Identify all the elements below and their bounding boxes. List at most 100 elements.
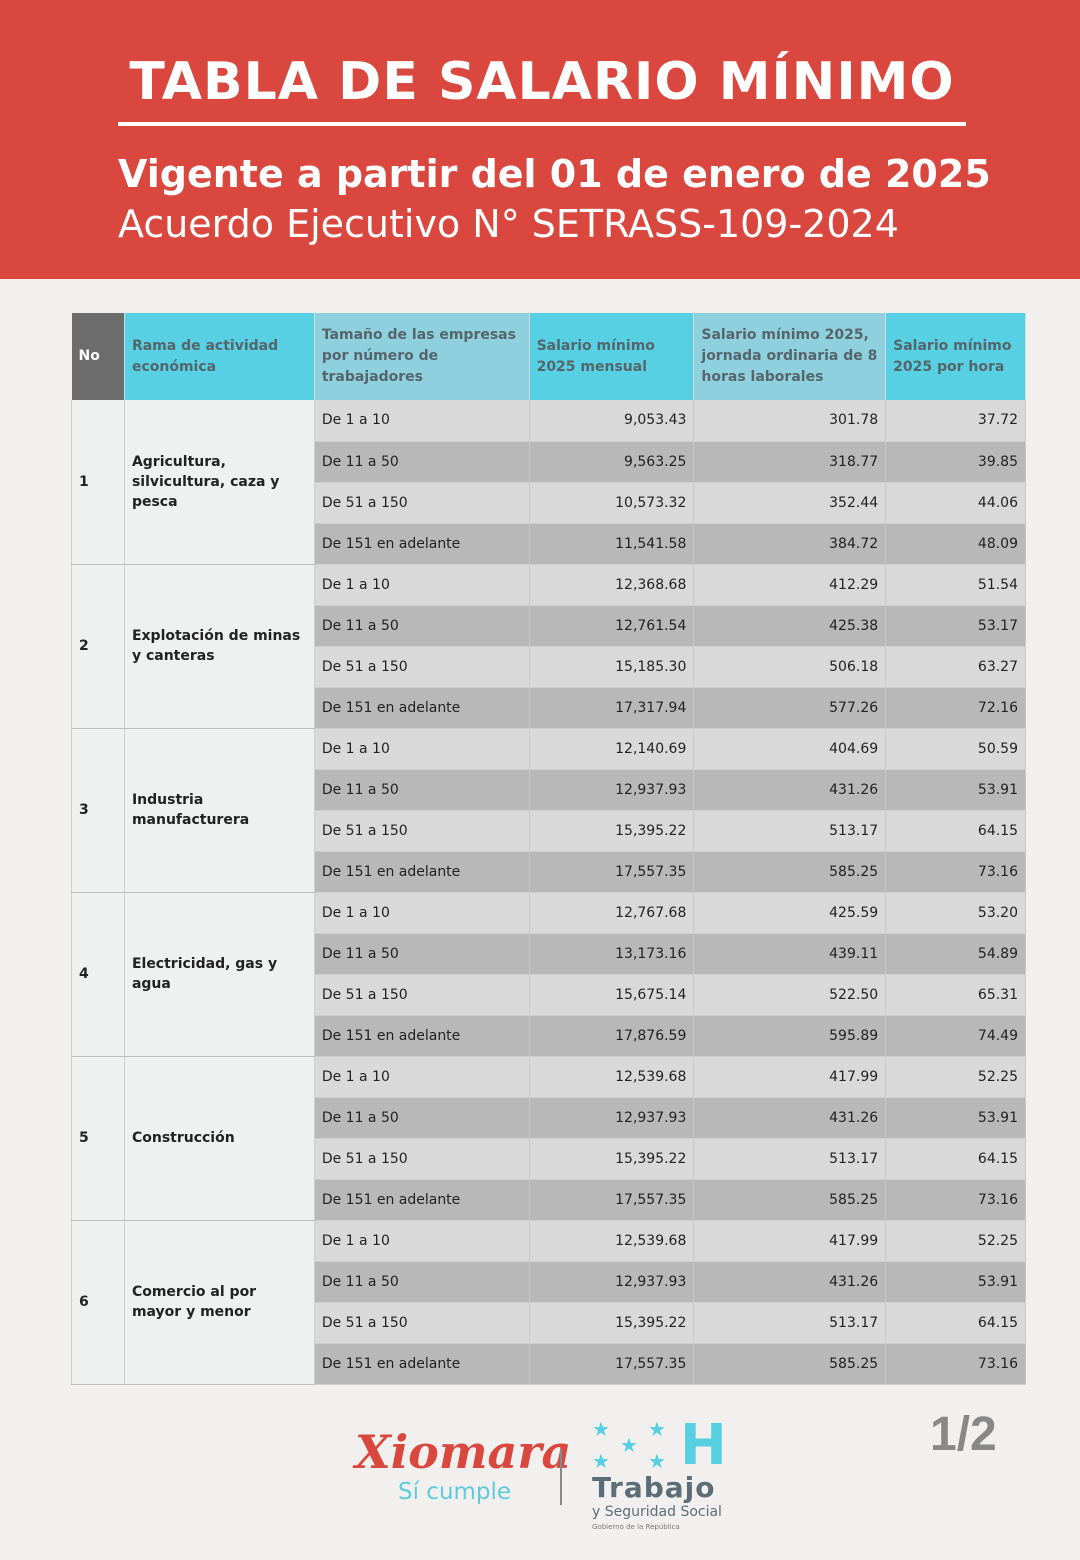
table-row: 3 Industria manufacturera De 1 a 10 12,140.…	[71, 728, 1026, 893]
page-title: TABLA DE SALARIO MÍNIMO	[129, 52, 955, 112]
company-size: De 1 a 10	[314, 1220, 530, 1262]
daily-wage: 506.18	[693, 646, 887, 688]
column-header-diario: Salario mínimo 2025, jornada ordinaria d…	[693, 313, 887, 400]
xiomara-logo: Xiomara	[355, 1425, 572, 1479]
table-row: De 11 a 50 12,761.54 425.38 53.17	[72, 605, 1026, 647]
monthly-wage: 17,557.35	[529, 1179, 695, 1221]
monthly-wage: 15,395.22	[529, 1138, 695, 1180]
company-size: De 151 en adelante	[314, 1179, 530, 1221]
trabajo-logo-subtitle: y Seguridad Social	[592, 1504, 722, 1520]
daily-wage: 577.26	[693, 687, 887, 729]
hourly-wage: 64.15	[885, 810, 1026, 852]
daily-wage: 513.17	[693, 1138, 887, 1180]
daily-wage: 513.17	[693, 1302, 887, 1344]
logo-divider	[560, 1449, 562, 1505]
monthly-wage: 15,675.14	[529, 974, 695, 1016]
hourly-wage: 72.16	[885, 687, 1026, 729]
monthly-wage: 17,317.94	[529, 687, 695, 729]
company-size: De 11 a 50	[314, 933, 530, 975]
table-row: 2 Explotación de minas y canteras De 1 a 1…	[71, 564, 1026, 729]
column-header-rama: Rama de actividad económica	[124, 313, 315, 400]
hourly-wage: 39.85	[885, 441, 1026, 483]
table-row: 1 Agricultura, silvicultura, caza y pesca…	[71, 400, 1026, 565]
activity-branch: Industria manufacturera	[124, 728, 315, 893]
trabajo-logo: Trabajo	[592, 1471, 716, 1504]
hourly-wage: 64.15	[885, 1302, 1026, 1344]
monthly-wage: 10,573.32	[529, 482, 695, 524]
daily-wage: 585.25	[693, 1343, 887, 1385]
daily-wage: 425.59	[693, 892, 887, 934]
company-size: De 1 a 10	[314, 728, 530, 770]
table-row: De 151 en adelante 11,541.58 384.72 48.09	[72, 523, 1026, 565]
company-size: De 1 a 10	[314, 1056, 530, 1098]
company-size: De 51 a 150	[314, 1302, 530, 1344]
company-size: De 151 en adelante	[314, 523, 530, 565]
row-number: 5	[71, 1056, 125, 1221]
monthly-wage: 12,761.54	[529, 605, 695, 647]
hourly-wage: 73.16	[885, 851, 1026, 893]
company-size: De 1 a 10	[314, 892, 530, 934]
daily-wage: 412.29	[693, 564, 887, 606]
company-size: De 151 en adelante	[314, 1015, 530, 1057]
salary-table: No Rama de actividad económica Tamaño de…	[71, 313, 1026, 1385]
monthly-wage: 12,539.68	[529, 1220, 695, 1262]
daily-wage: 431.26	[693, 1097, 887, 1139]
company-size: De 51 a 150	[314, 810, 530, 852]
column-header-no: No	[71, 313, 125, 400]
footer: Xiomara Sí cumple ★ ★ ★ ★ ★ H Trabajo y Segu…	[0, 1405, 1080, 1545]
hourly-wage: 73.16	[885, 1343, 1026, 1385]
activity-branch: Agricultura, silvicultura, caza y pesca	[124, 400, 315, 565]
column-header-hora: Salario mínimo 2025 por hora	[885, 313, 1026, 400]
daily-wage: 585.25	[693, 1179, 887, 1221]
monthly-wage: 12,140.69	[529, 728, 695, 770]
hourly-wage: 54.89	[885, 933, 1026, 975]
hourly-wage: 52.25	[885, 1056, 1026, 1098]
table-row: De 11 a 50 12,937.93 431.26 53.91	[72, 769, 1026, 811]
hourly-wage: 53.91	[885, 769, 1026, 811]
table-row: De 11 a 50 13,173.16 439.11 54.89	[72, 933, 1026, 975]
table-row: De 151 en adelante 17,557.35 585.25 73.16	[72, 851, 1026, 893]
daily-wage: 522.50	[693, 974, 887, 1016]
gobierno-label: Gobierno de la República	[592, 1523, 680, 1531]
daily-wage: 384.72	[693, 523, 887, 565]
monthly-wage: 9,053.43	[529, 400, 695, 442]
company-size: De 11 a 50	[314, 1097, 530, 1139]
table-row: De 51 a 150 10,573.32 352.44 44.06	[72, 482, 1026, 524]
daily-wage: 301.78	[693, 400, 887, 442]
hourly-wage: 53.20	[885, 892, 1026, 934]
daily-wage: 417.99	[693, 1056, 887, 1098]
column-header-tamano: Tamaño de las empresas por número de tra…	[314, 313, 530, 400]
stars-icon: ★ ★ ★ ★ ★	[592, 1417, 666, 1473]
monthly-wage: 12,937.93	[529, 1097, 695, 1139]
table-row: De 11 a 50 12,937.93 431.26 53.91	[72, 1097, 1026, 1139]
table-row: 6 Comercio al por mayor y menor De 1 a 10 1…	[71, 1220, 1026, 1385]
table-row: De 51 a 150 15,185.30 506.18 63.27	[72, 646, 1026, 688]
page-indicator: 1/2	[930, 1408, 997, 1461]
hourly-wage: 37.72	[885, 400, 1026, 442]
header-banner: TABLA DE SALARIO MÍNIMO Vigente a partir…	[0, 0, 1080, 279]
monthly-wage: 17,876.59	[529, 1015, 695, 1057]
monthly-wage: 12,937.93	[529, 769, 695, 811]
hourly-wage: 50.59	[885, 728, 1026, 770]
daily-wage: 417.99	[693, 1220, 887, 1262]
company-size: De 11 a 50	[314, 1261, 530, 1303]
effective-date: Vigente a partir del 01 de enero de 2025	[118, 152, 991, 196]
agreement-reference: Acuerdo Ejecutivo N° SETRASS-109-2024	[118, 202, 899, 246]
company-size: De 51 a 150	[314, 482, 530, 524]
table-header-row: No Rama de actividad económica Tamaño de…	[71, 313, 1026, 400]
monthly-wage: 17,557.35	[529, 1343, 695, 1385]
hourly-wage: 51.54	[885, 564, 1026, 606]
daily-wage: 352.44	[693, 482, 887, 524]
hourly-wage: 53.91	[885, 1261, 1026, 1303]
table-row: De 151 en adelante 17,557.35 585.25 73.16	[72, 1179, 1026, 1221]
company-size: De 51 a 150	[314, 1138, 530, 1180]
daily-wage: 425.38	[693, 605, 887, 647]
hourly-wage: 74.49	[885, 1015, 1026, 1057]
hourly-wage: 48.09	[885, 523, 1026, 565]
hourly-wage: 63.27	[885, 646, 1026, 688]
company-size: De 51 a 150	[314, 974, 530, 1016]
hourly-wage: 44.06	[885, 482, 1026, 524]
company-size: De 151 en adelante	[314, 1343, 530, 1385]
daily-wage: 513.17	[693, 810, 887, 852]
daily-wage: 431.26	[693, 1261, 887, 1303]
